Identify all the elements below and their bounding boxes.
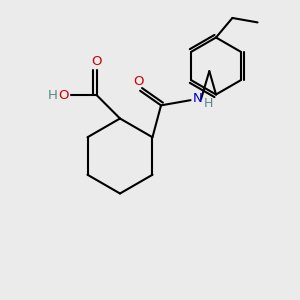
Text: O: O <box>92 55 102 68</box>
Text: N: N <box>193 92 202 106</box>
Text: H: H <box>48 89 58 102</box>
Text: O: O <box>58 89 69 102</box>
Text: O: O <box>134 75 144 88</box>
Text: H: H <box>204 97 213 110</box>
